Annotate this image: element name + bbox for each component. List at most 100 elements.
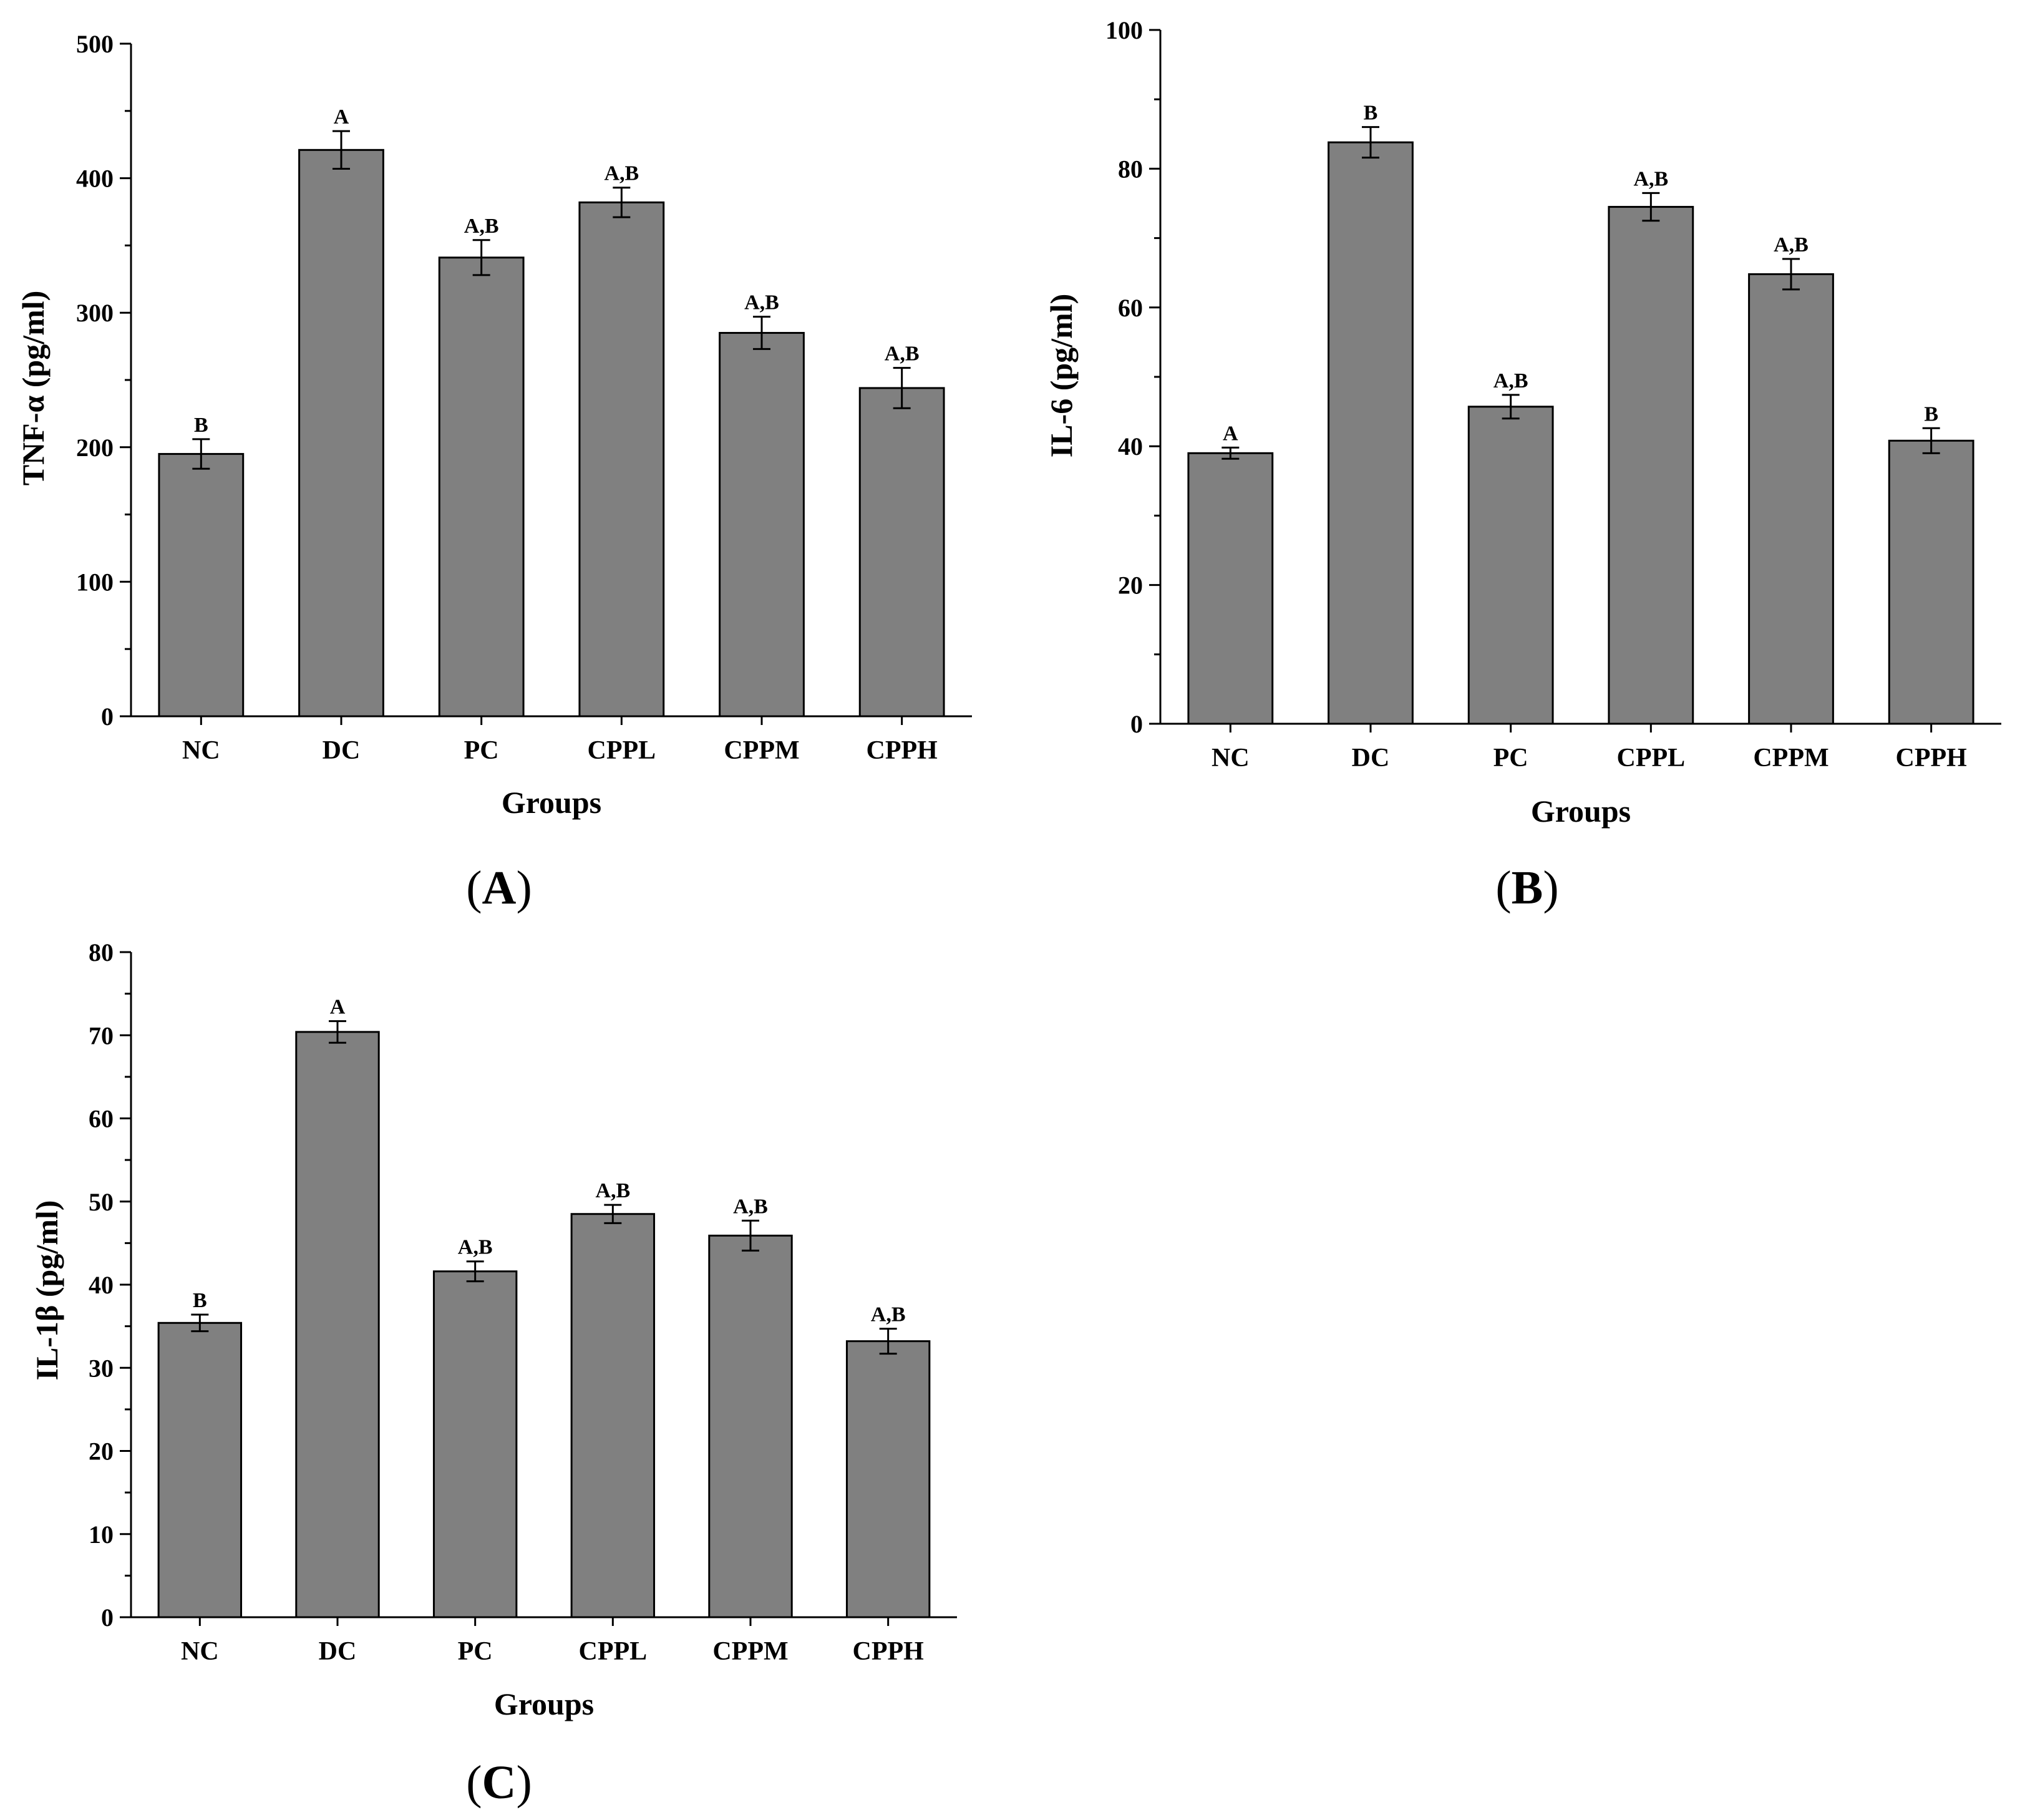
panel-c-y-tick-label: 60 [89, 1105, 114, 1133]
panel-a-category-label: DC [323, 736, 361, 765]
panel-a-category-label: CPPL [588, 736, 656, 765]
panel-c-significance-label: A,B [871, 1303, 906, 1326]
panel-a-significance-label: A [334, 105, 349, 129]
panel-c-significance-label: B [193, 1289, 207, 1312]
panel-b-y-tick-label: 0 [1130, 710, 1143, 738]
panel-c-category-label: CPPH [853, 1637, 924, 1666]
panel-a-error-bar [192, 438, 210, 470]
panel-c-category-label: CPPM [712, 1637, 788, 1666]
panel-a-bar [719, 332, 805, 718]
panel-c-error-bar [879, 1328, 897, 1355]
panel-b-bar [1608, 206, 1694, 725]
panel-b-error-bar [1922, 427, 1940, 454]
panel-b-y-tick-label: 60 [1118, 294, 1143, 322]
panel-b-bar [1748, 273, 1834, 725]
panel-a-y-tick-label: 300 [76, 299, 114, 327]
panel-c-y-axis-title: IL-1β (pg/ml) [29, 1200, 64, 1381]
panel-b: IL-6 (pg/ml) Groups (B) [1044, 294, 1631, 914]
panel-b-significance-label: B [1924, 402, 1938, 426]
panel-a-error-bar [893, 367, 911, 409]
panel-b-panel-label: (B) [1495, 862, 1558, 914]
panel-b-category-label: CPPM [1753, 744, 1828, 772]
panel-b-category-label: DC [1352, 744, 1390, 772]
panel-b-bar [1888, 439, 1974, 725]
panel-c-y-tick-label: 50 [89, 1188, 114, 1216]
panel-c-category-label: CPPL [579, 1637, 648, 1666]
panel-a: TNF-α (pg/ml) Groups (A) [16, 291, 601, 914]
panel-c-bar [432, 1270, 518, 1618]
panel-b-category-label: PC [1493, 744, 1528, 772]
panel-b-y-tick-label: 40 [1118, 432, 1143, 460]
panel-a-significance-label: A,B [604, 162, 639, 185]
panel-b-x-axis-title: Groups [1531, 794, 1631, 829]
panel-c-y-tick-label: 40 [89, 1271, 114, 1299]
panel-a-bar [158, 453, 245, 718]
panel-b-significance-label: A [1223, 422, 1238, 445]
panel-a-bar [858, 387, 945, 718]
panel-b-y-axis-title: IL-6 (pg/ml) [1044, 294, 1079, 458]
panel-a-error-bar [753, 316, 770, 350]
panel-b-significance-label: A,B [1633, 167, 1668, 190]
panel-c-error-bar [742, 1219, 759, 1252]
panel-c-bar [845, 1340, 931, 1618]
panel-a-plot: B NC A DC A,B PC A,B CPPL A,B CPPM A,B CPPH 0 100 200 3… [76, 30, 972, 765]
panel-a-bar [438, 256, 525, 718]
panel-a-panel-label: (A) [466, 862, 532, 914]
panel-a-significance-label: A,B [744, 291, 779, 314]
panel-c-x-axis-title: Groups [494, 1686, 594, 1721]
panel-a-significance-label: A,B [885, 343, 920, 366]
panel-a-bar [578, 201, 665, 718]
panel-a-y-tick-label: 200 [76, 434, 114, 462]
panel-a-category-label: CPPM [724, 736, 799, 765]
panel-a-y-tick-label: 100 [76, 568, 114, 596]
panel-b-category-label: CPPH [1896, 744, 1967, 772]
panel-c-y-tick-label: 70 [89, 1021, 114, 1049]
panel-c-error-bar [604, 1204, 622, 1224]
panel-b-y-tick-label: 20 [1118, 572, 1143, 600]
panel-a-category-label: CPPH [867, 736, 938, 765]
panel-b-bar [1328, 141, 1414, 725]
panel-a-error-bar [333, 130, 350, 170]
panel-a-y-tick-label: 0 [101, 703, 114, 731]
panel-b-significance-label: A,B [1774, 233, 1809, 256]
panel-c-error-bar [329, 1020, 346, 1044]
panel-a-bar [298, 148, 384, 718]
panel-b-error-bar [1782, 258, 1800, 291]
panel-b-bar [1467, 406, 1554, 725]
panel-b-error-bar [1362, 126, 1379, 159]
panel-a-y-tick-label: 400 [76, 165, 114, 193]
panel-c-significance-label: A,B [595, 1179, 630, 1202]
panel-b-y-tick-label: 100 [1105, 16, 1143, 44]
panel-b-error-bar [1221, 446, 1240, 460]
panel-a-x-axis-title: Groups [502, 785, 601, 820]
panel-a-y-tick-label: 500 [76, 30, 114, 58]
panel-b-plot: A NC B DC A,B PC A,B CPPL A,B CPPM B CPPH 0 20 40 60 80 1… [1105, 16, 2001, 772]
panel-c-bar [708, 1234, 793, 1618]
panel-a-error-bar [613, 187, 631, 218]
panel-c: IL-1β (pg/ml) Groups (C) [29, 1200, 594, 1809]
panel-b-significance-label: A,B [1493, 369, 1528, 392]
panel-b-error-bar [1642, 192, 1660, 222]
panel-c-significance-label: A,B [733, 1195, 768, 1218]
panel-c-bar [157, 1321, 243, 1618]
panel-b-panel-letter: B [1512, 862, 1543, 914]
panel-c-error-bar [191, 1313, 209, 1333]
panel-c-bar [295, 1031, 380, 1618]
panel-c-y-tick-label: 10 [89, 1521, 114, 1549]
panel-c-significance-label: A,B [458, 1236, 493, 1259]
panel-b-category-label: NC [1212, 744, 1250, 772]
panel-b-significance-label: B [1364, 102, 1378, 125]
panel-a-category-label: PC [464, 736, 499, 765]
panel-b-error-bar [1502, 394, 1520, 420]
panel-c-panel-label: (C) [466, 1756, 532, 1809]
panel-c-category-label: DC [319, 1637, 357, 1666]
panel-a-significance-label: A,B [464, 215, 499, 238]
panel-b-bar [1187, 452, 1274, 725]
panel-c-plot: B NC A DC A,B PC A,B CPPL A,B CPPM A,B CPPH 0 10 20 30 4… [89, 938, 957, 1666]
panel-a-panel-letter: A [482, 862, 517, 914]
panel-a-y-axis-title: TNF-α (pg/ml) [16, 291, 51, 486]
panel-a-error-bar [472, 239, 490, 276]
panel-c-error-bar [466, 1260, 484, 1283]
panel-c-bar [570, 1213, 656, 1618]
